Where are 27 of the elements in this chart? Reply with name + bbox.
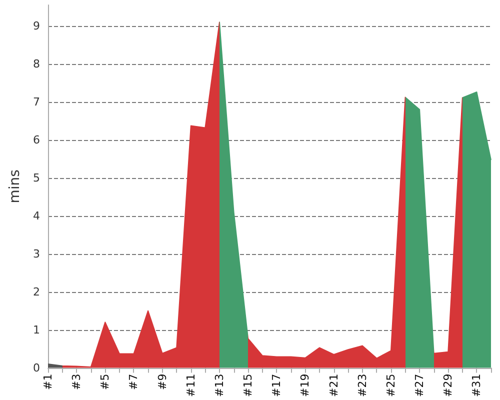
x-tick-label: #11 xyxy=(184,374,198,398)
x-tick-label: #17 xyxy=(270,374,284,398)
x-tick-label: #23 xyxy=(356,374,369,398)
x-tick-label: #29 xyxy=(442,374,455,398)
y-tick-label: 9 xyxy=(33,19,40,32)
x-tick-label: #15 xyxy=(242,374,255,398)
x-tick-label: #9 xyxy=(156,374,169,390)
y-axis-title: mins xyxy=(7,170,23,204)
x-tick-label: #5 xyxy=(98,374,112,390)
x-tick-label: #31 xyxy=(470,374,484,398)
y-tick-label: 7 xyxy=(33,95,40,108)
x-tick-label: #1 xyxy=(42,374,54,390)
y-tick-label: 1 xyxy=(33,323,40,336)
x-tick-label: #3 xyxy=(70,374,84,390)
x-tick-label: #21 xyxy=(327,374,340,398)
y-tick-label: 6 xyxy=(33,133,40,146)
y-tick-label: 5 xyxy=(33,171,40,184)
x-tick-label: #25 xyxy=(384,374,398,398)
y-tick-label: 2 xyxy=(33,285,40,298)
y-tick-label: 8 xyxy=(33,57,40,70)
y-tick-label: 0 xyxy=(33,361,40,374)
x-tick-label: #27 xyxy=(413,374,426,398)
y-tick-label: 3 xyxy=(33,247,40,260)
y-tick-label: 4 xyxy=(33,209,40,222)
x-tick-label: #13 xyxy=(212,374,226,398)
x-tick-label: #19 xyxy=(298,374,312,398)
x-tick-label: #7 xyxy=(127,374,140,390)
